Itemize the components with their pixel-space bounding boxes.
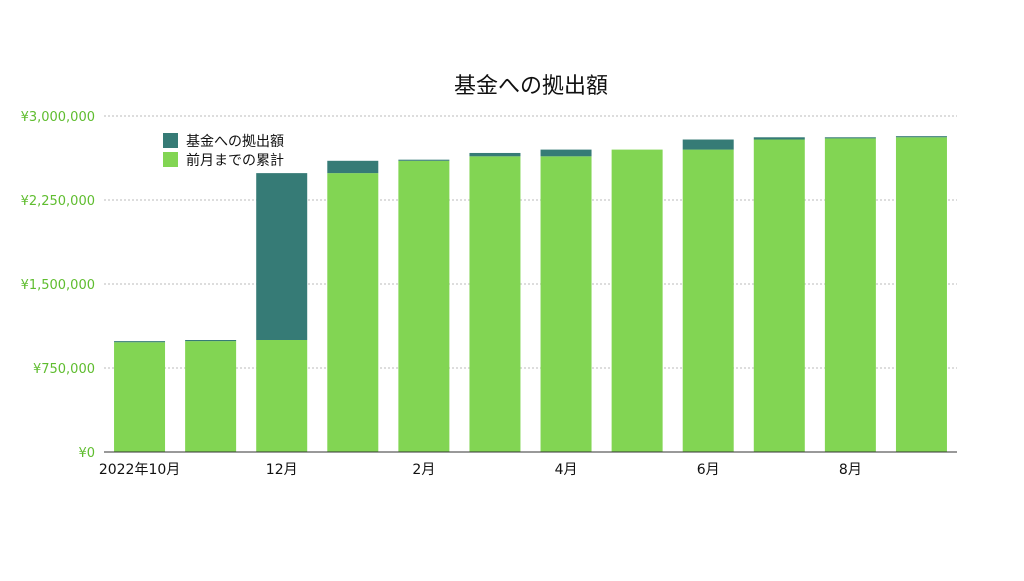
bar-segment-contribution [185,340,237,342]
bar-segment-cumulative [114,342,166,452]
y-axis-ticks: ¥0 ¥750,000 ¥1,500,000 ¥2,250,000 ¥3,000,000 [21,110,95,461]
bar-segment-contribution [824,137,876,139]
y-tick-label: ¥1,500,000 [21,278,95,293]
bar-segment-contribution [540,149,592,157]
bars [114,136,947,453]
x-tick-label: 2月 [412,462,435,478]
bar-segment-contribution [327,160,379,174]
chart-title: 基金への拠出額 [454,74,608,99]
x-tick-label: 4月 [555,462,578,478]
y-tick-label: ¥750,000 [33,362,95,377]
bar-segment-contribution [753,137,805,140]
y-tick-label: ¥0 [78,446,95,461]
bar-segment-cumulative [540,156,592,452]
bar-segment-cumulative [398,160,450,453]
x-axis-ticks: 2022年10月 12月 2月 4月 6月 8月 [99,462,862,478]
x-tick-label: 8月 [839,462,862,478]
bar-segment-cumulative [469,156,521,452]
bar-segment-contribution [114,341,166,343]
bar-segment-contribution [469,152,521,157]
legend-swatch [163,133,178,148]
legend-label: 基金への拠出額 [186,133,284,150]
x-tick-label: 6月 [697,462,720,478]
bar-segment-cumulative [185,341,237,452]
bar-segment-cumulative [895,137,947,452]
bar-segment-cumulative [256,340,308,452]
bar-segment-contribution [895,136,947,138]
bar-segment-cumulative [611,149,663,452]
legend-swatch [163,152,178,167]
y-tick-label: ¥3,000,000 [21,110,95,125]
bar-segment-contribution [256,173,308,340]
bar-segment-cumulative [753,139,805,452]
bar-segment-cumulative [327,173,379,452]
bar-segment-cumulative [824,138,876,452]
bar-segment-cumulative [682,149,734,452]
x-tick-label: 2022年10月 [99,462,180,478]
legend-label: 前月までの累計 [186,152,284,169]
y-tick-label: ¥2,250,000 [21,194,95,209]
bar-segment-contribution [398,159,450,161]
x-tick-label: 12月 [266,462,298,478]
bar-segment-contribution [682,139,734,150]
